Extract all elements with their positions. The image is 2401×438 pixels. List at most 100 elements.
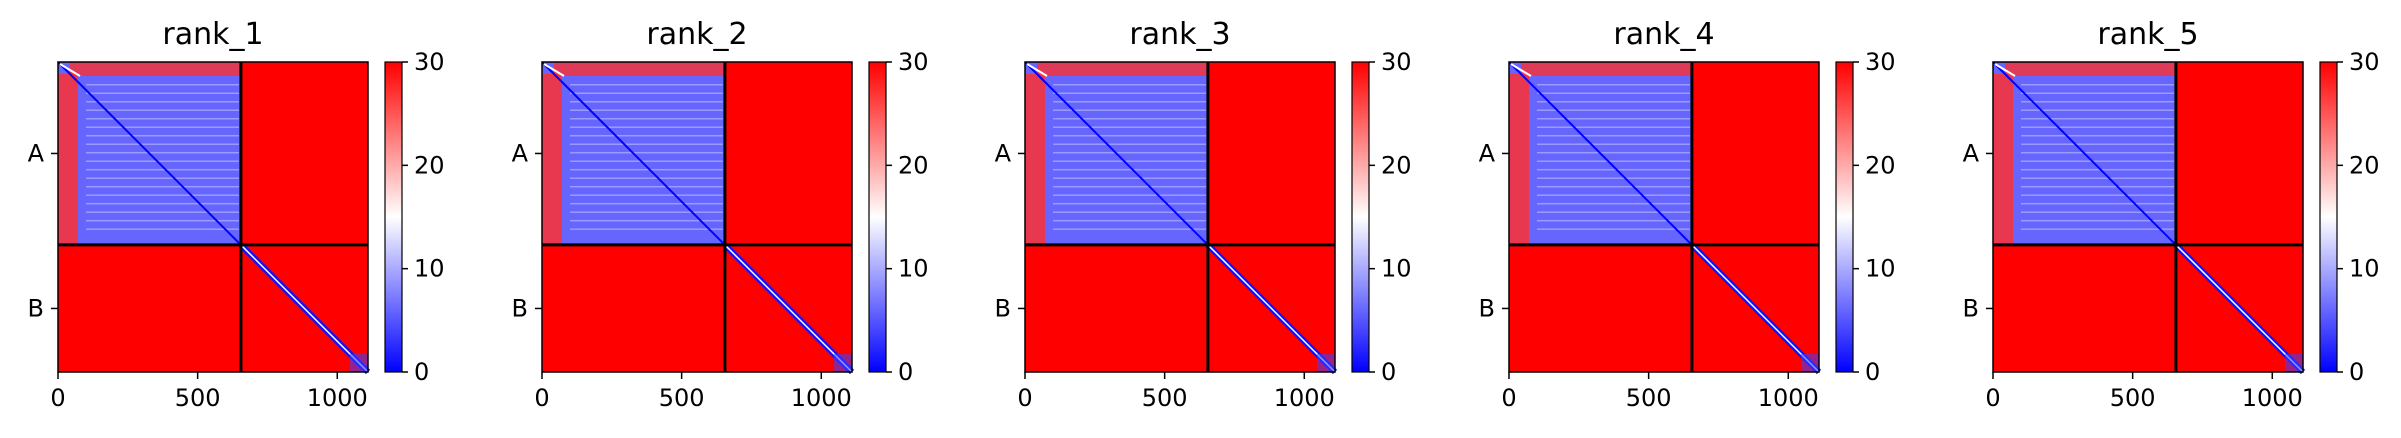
heatmap-corner-patch bbox=[1317, 354, 1335, 372]
axes-frame bbox=[1992, 61, 2304, 373]
heatmap-diagonal-A bbox=[1508, 61, 1693, 246]
heatmap-block-A-B bbox=[724, 62, 852, 245]
ytick-label: A bbox=[1963, 139, 1980, 167]
heatmap-texture-line bbox=[570, 126, 723, 128]
xtick-label: 0 bbox=[1501, 384, 1516, 412]
heatmap-diagonal-A bbox=[1024, 61, 1209, 246]
colorbar-tick-label: 30 bbox=[414, 48, 445, 76]
heatmap-texture-line bbox=[86, 126, 239, 128]
heatmap-texture-line bbox=[2021, 84, 2174, 86]
colorbar-tick-label: 30 bbox=[1865, 48, 1896, 76]
heatmap-texture-line bbox=[570, 168, 723, 171]
heatmap-block-B-A bbox=[1993, 244, 2176, 372]
panel-title: rank_5 bbox=[2097, 17, 2198, 52]
colorbar-tick-label: 30 bbox=[898, 48, 929, 76]
heatmap-texture-line bbox=[2021, 177, 2174, 179]
heatmap-texture-line bbox=[570, 194, 723, 196]
heatmap-panel: rank_5 A B 0 500 1000 0 10 20 30 bbox=[1963, 17, 2380, 412]
heatmap-texture-line bbox=[86, 219, 239, 222]
colorbar-tick-label: 10 bbox=[414, 255, 445, 283]
xtick-label: 500 bbox=[175, 384, 221, 412]
heatmap-texture-line bbox=[1053, 185, 1206, 188]
colorbar-tick-label: 0 bbox=[1381, 358, 1396, 386]
heatmap-diagonal-B-highlight bbox=[724, 244, 853, 373]
heatmap-texture-line bbox=[2021, 134, 2174, 137]
heatmap-texture-line bbox=[1053, 117, 1206, 120]
xtick-label: 0 bbox=[1985, 384, 2000, 412]
heatmap-texture-line bbox=[2021, 202, 2174, 205]
heatmap-texture-line bbox=[1537, 151, 1690, 154]
colorbar-tick-label: 20 bbox=[2349, 151, 2380, 179]
heatmap-aa-texture bbox=[1025, 62, 1208, 245]
colorbar-tick-label: 10 bbox=[2349, 255, 2380, 283]
xtick-label: 1000 bbox=[307, 384, 368, 412]
heatmap-texture-line bbox=[86, 177, 239, 179]
colorbar bbox=[384, 61, 403, 373]
heatmap-diagonal-B-highlight bbox=[1691, 244, 1820, 373]
xtick-label: 1000 bbox=[1758, 384, 1819, 412]
heatmap-texture-line bbox=[570, 109, 723, 111]
heatmap-texture-line bbox=[570, 151, 723, 154]
ytick-label: A bbox=[512, 139, 529, 167]
xtick-label: 1000 bbox=[2242, 384, 2303, 412]
heatmap-texture-line bbox=[1053, 151, 1206, 154]
heatmap-texture-line bbox=[86, 160, 239, 162]
axes-frame bbox=[541, 61, 853, 373]
heatmap-texture-line bbox=[1537, 185, 1690, 188]
heatmap-texture-line bbox=[570, 185, 723, 188]
heatmap-texture-line bbox=[2021, 126, 2174, 128]
heatmap-diagonal-B-highlight bbox=[1207, 244, 1336, 373]
heatmap-texture-line bbox=[570, 177, 723, 179]
panel-title: rank_4 bbox=[1613, 17, 1714, 52]
heatmap-texture-line bbox=[1053, 168, 1206, 171]
heatmap-texture-line bbox=[2021, 185, 2174, 188]
heatmap-texture-line bbox=[86, 228, 239, 230]
heatmap-texture-line bbox=[2021, 143, 2174, 145]
heatmap-corner-patch bbox=[350, 354, 368, 372]
heatmap-texture-line bbox=[2021, 117, 2174, 120]
heatmap-texture-line bbox=[86, 134, 239, 137]
heatmap-texture-line bbox=[1537, 177, 1690, 179]
heatmap-texture-line bbox=[1053, 143, 1206, 145]
heatmap-texture-line bbox=[86, 211, 239, 213]
ytick-label: B bbox=[28, 294, 44, 322]
heatmap-diagonal-A bbox=[1992, 61, 2177, 246]
ytick-label: B bbox=[512, 294, 528, 322]
heatmap-texture-line bbox=[2021, 168, 2174, 171]
heatmap-texture-line bbox=[2021, 211, 2174, 213]
heatmap-texture-line bbox=[1053, 134, 1206, 137]
colorbar-tick-label: 0 bbox=[1865, 358, 1880, 386]
heatmap-aa-edge bbox=[1037, 62, 1208, 76]
ytick-label: A bbox=[28, 139, 45, 167]
heatmap-aa-edge bbox=[58, 74, 78, 245]
heatmap-diagonal-highlight bbox=[1026, 63, 1048, 77]
heatmap-texture-line bbox=[2021, 219, 2174, 222]
heatmap-block-A-B bbox=[2175, 62, 2303, 245]
heatmap-texture-line bbox=[1053, 202, 1206, 205]
ytick-label: A bbox=[1479, 139, 1496, 167]
heatmap-texture-line bbox=[1537, 126, 1690, 128]
heatmap-block-B-A bbox=[58, 244, 241, 372]
heatmap-texture-line bbox=[86, 168, 239, 171]
xtick-label: 0 bbox=[534, 384, 549, 412]
heatmap-texture-line bbox=[1053, 228, 1206, 230]
heatmap-texture-line bbox=[570, 228, 723, 230]
heatmap-corner-patch bbox=[2285, 354, 2303, 372]
heatmap-texture-line bbox=[86, 109, 239, 111]
heatmap-texture-line bbox=[570, 160, 723, 162]
heatmap-texture-line bbox=[1053, 194, 1206, 196]
heatmap-texture-line bbox=[2021, 160, 2174, 162]
ytick-label: A bbox=[995, 139, 1012, 167]
colorbar-tick-label: 20 bbox=[1381, 151, 1412, 179]
colorbar-tick-label: 30 bbox=[2349, 48, 2380, 76]
colorbar-tick-label: 20 bbox=[1865, 151, 1896, 179]
heatmap-texture-line bbox=[570, 92, 723, 94]
colorbar-tick-label: 10 bbox=[1865, 255, 1896, 283]
heatmap-corner-patch bbox=[834, 354, 852, 372]
heatmap-texture-line bbox=[1053, 100, 1206, 103]
heatmap-panel: rank_1 A B 0 500 1000 0 10 20 30 bbox=[28, 17, 445, 412]
colorbar-tick-label: 20 bbox=[414, 151, 445, 179]
heatmap-block-B-A bbox=[1509, 244, 1692, 372]
heatmap-texture-line bbox=[86, 194, 239, 196]
heatmap-texture-line bbox=[2021, 151, 2174, 154]
